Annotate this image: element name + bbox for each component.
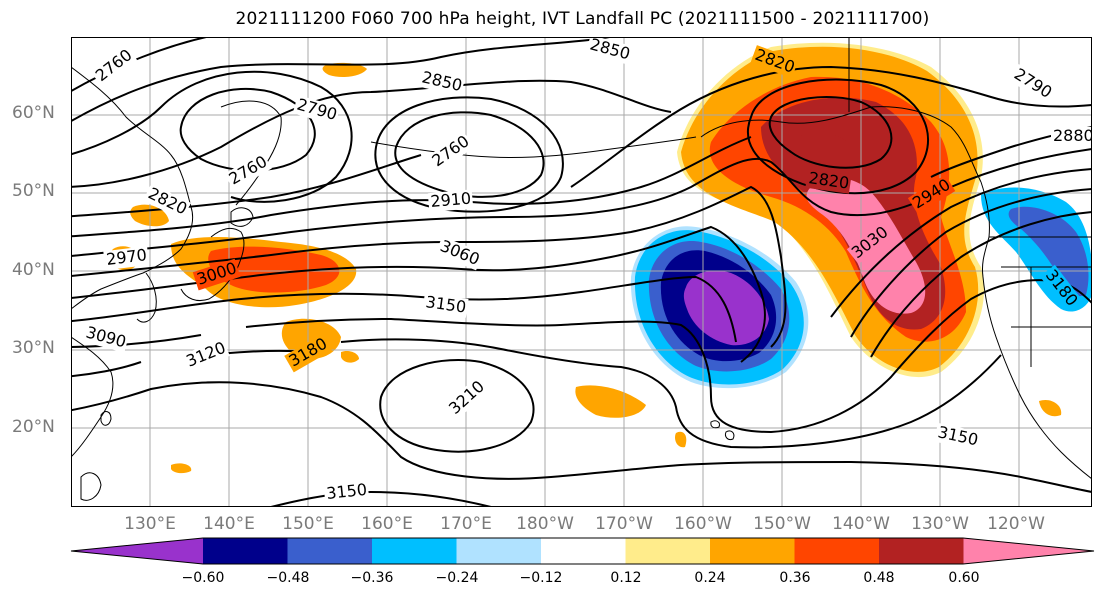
lon-label: 170°E (440, 514, 492, 534)
contour-label: 3120 (183, 338, 228, 371)
colorbar-segment (203, 538, 288, 564)
colorbar-segment (71, 538, 203, 564)
height-contour (179, 87, 316, 172)
ivt-shading (110, 42, 1092, 474)
height-contour (71, 70, 353, 203)
colorbar-tick-label: −0.48 (266, 570, 310, 586)
colorbar-segment (287, 538, 372, 564)
lat-label: 50°N (12, 181, 55, 201)
colorbar-tick-label: 0.12 (610, 570, 642, 586)
coastline-asia (71, 66, 194, 310)
coastline-kamchatka (220, 100, 282, 206)
contour-label: 2790 (1011, 64, 1056, 102)
height-contour (71, 279, 1092, 434)
coastline-hawaii (710, 420, 735, 440)
height-contour (71, 79, 672, 188)
lon-label: 130°E (124, 514, 176, 534)
contour-label: 3150 (936, 422, 980, 449)
lon-label: 130°W (911, 514, 969, 534)
colorbar-tick-label: 0.36 (779, 570, 811, 586)
colorbar-segments (71, 538, 1094, 564)
colorbar-outline (70, 537, 1095, 565)
lon-label: 150°E (282, 514, 334, 534)
graticule (71, 37, 1092, 507)
contour-label: 2910 (430, 189, 472, 211)
ivt-positive-region (171, 463, 192, 474)
ivt-positive-region (341, 350, 359, 363)
height-contour (71, 37, 211, 93)
ivt-positive-region (1039, 399, 1062, 417)
height-contours (71, 37, 1092, 507)
height-contour (71, 381, 1092, 493)
coastline-japan-north (230, 207, 254, 227)
colorbar-segment (456, 538, 541, 564)
colorbar-segment (541, 538, 626, 564)
coastline-us-west (982, 276, 1092, 480)
ivt-positive-region (796, 132, 847, 155)
height-contour (768, 96, 893, 169)
coastline-philippines (80, 472, 102, 501)
contour-label: 3150 (424, 292, 467, 316)
height-contour (71, 65, 1092, 218)
border-us-states (1001, 266, 1092, 367)
ivt-positive-region (322, 62, 367, 77)
lon-label: 160°W (674, 514, 732, 534)
colorbar-tick-label: 0.48 (863, 570, 895, 586)
colorbar (70, 537, 1095, 565)
coastline-korea (136, 272, 157, 323)
lat-label: 60°N (12, 103, 55, 123)
colorbar-tick-label: −0.12 (519, 570, 563, 586)
map-title: 2021111200 F060 700 hPa height, IVT Land… (235, 9, 930, 29)
contour-label: 3150 (325, 480, 367, 503)
colorbar-tick-label: −0.60 (181, 570, 225, 586)
lon-label: 180°W (516, 514, 574, 534)
height-contour (71, 188, 1092, 363)
lon-label: 140°E (203, 514, 255, 534)
colorbar-segment (625, 538, 710, 564)
colorbar-tick-label: −0.24 (435, 570, 479, 586)
colorbar-segment (372, 538, 457, 564)
ivt-negative-region (1008, 206, 1089, 297)
colorbar-segment (879, 538, 964, 564)
lon-label: 120°W (987, 514, 1045, 534)
lat-label: 30°N (12, 338, 55, 358)
lon-label: 170°W (595, 514, 653, 534)
coastline-aleutians (370, 136, 697, 159)
lat-label: 20°N (12, 417, 55, 437)
colorbar-tick-label: −0.36 (350, 570, 394, 586)
height-contour (71, 37, 615, 123)
colorbar-tick-label: 0.60 (948, 570, 980, 586)
colorbar-segment (710, 538, 795, 564)
height-contour (71, 168, 1092, 348)
lon-label: 140°W (832, 514, 890, 534)
height-contour (394, 111, 545, 198)
height-contour (746, 78, 930, 195)
lat-label: 40°N (12, 260, 55, 280)
colorbar-segment (963, 538, 1094, 564)
lon-label: 150°W (753, 514, 811, 534)
coastline-taiwan (100, 411, 112, 426)
height-contour (270, 490, 492, 507)
contour-label: 2760 (226, 152, 271, 189)
map-canvas: 2760 2850 2820 2790 2850 2790 2760 2760 … (71, 37, 1092, 507)
ivt-positive-region (675, 431, 687, 448)
colorbar-segment (794, 538, 879, 564)
contour-label: 2970 (105, 245, 148, 269)
lon-label: 160°E (361, 514, 413, 534)
coastline-china (71, 336, 114, 458)
map-panel: 2760 2850 2820 2790 2850 2790 2760 2760 … (71, 37, 1092, 507)
height-contour (379, 359, 535, 453)
colorbar-tick-label: 0.24 (694, 570, 726, 586)
contour-label: 2850 (420, 67, 464, 95)
contour-label: 2880 (1053, 126, 1092, 145)
ivt-positive-region (575, 385, 646, 418)
